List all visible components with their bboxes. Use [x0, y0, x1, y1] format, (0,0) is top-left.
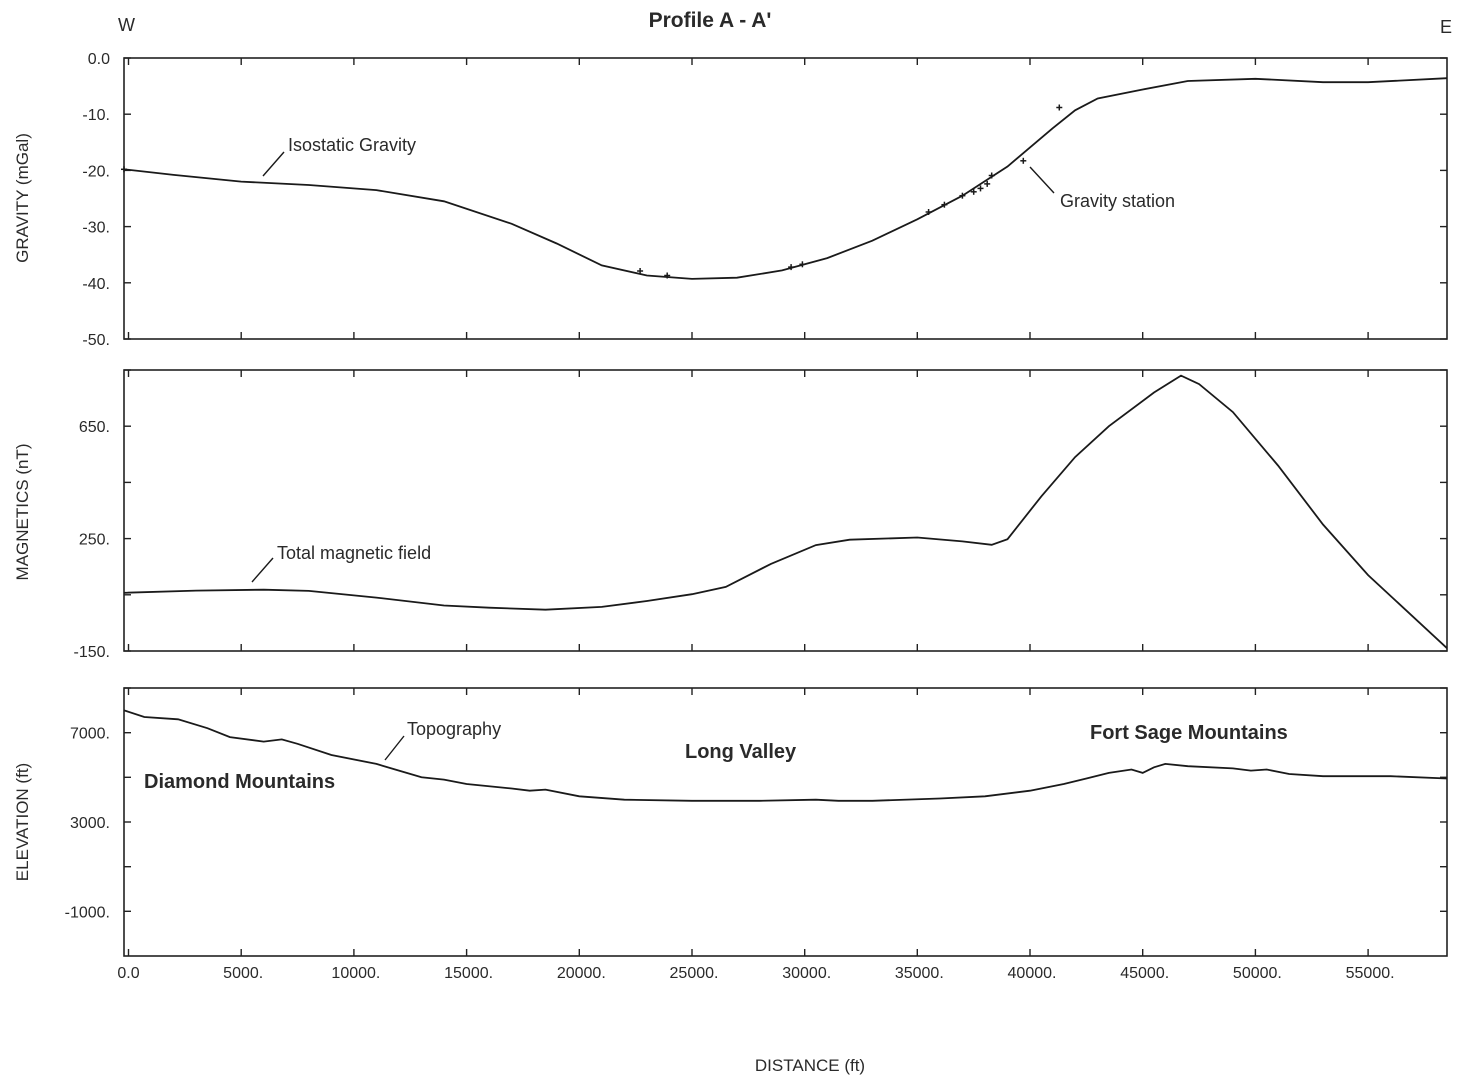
y-tick-label: 0.0 [88, 51, 110, 68]
y-tick-label: -10. [82, 107, 110, 124]
magnetics-y-axis-label: MAGNETICS (nT) [13, 444, 32, 581]
y-tick-label: -40. [82, 276, 110, 293]
elevation-ticks: 7000. 3000. -1000. [65, 687, 1447, 956]
diamond-mountains-label: Diamond Mountains [144, 771, 335, 793]
distance-axis-ticks: 0.0 5000. 10000. 15000. 20000. 25000. 30000. 35… [117, 965, 1394, 982]
elevation-panel: ELEVATION (ft) 7000. 3000. -1000. 0.0 5000.… [13, 687, 1448, 1075]
magnetics-plot-frame [123, 369, 1448, 652]
y-tick-label: -50. [82, 332, 110, 349]
gravity-ticks: 0.0 -10. -20. -30. -40. -50. [82, 51, 1447, 349]
gravity-station-marker [637, 268, 644, 274]
gravity-station-marker [925, 209, 932, 215]
gravity-station-marker [988, 172, 995, 179]
y-tick-label: 250. [79, 532, 110, 549]
gravity-station-marker [1056, 104, 1063, 111]
total-magnetic-field-leader [251, 557, 274, 583]
y-tick-label: -20. [82, 163, 110, 180]
x-tick-label: 10000. [331, 965, 380, 982]
gravity-station-marker [121, 166, 127, 173]
direction-west-label: W [118, 15, 135, 35]
gravity-y-axis-label: GRAVITY (mGal) [13, 133, 32, 263]
gravity-station-marker [977, 185, 984, 192]
x-tick-label: 45000. [1120, 965, 1169, 982]
gravity-station-marker [959, 192, 966, 199]
y-tick-label: -1000. [65, 904, 110, 921]
gravity-stations [121, 104, 1063, 279]
magnetics-panel: MAGNETICS (nT) 650. 250. -150. Total magne… [13, 369, 1448, 661]
y-tick-label: 7000. [70, 726, 110, 743]
direction-east-label: E [1440, 17, 1452, 37]
isostatic-gravity-label: Isostatic Gravity [288, 135, 416, 155]
gravity-station-leader [1029, 166, 1055, 194]
gravity-station-marker [1020, 157, 1027, 164]
x-tick-label: 0.0 [117, 965, 139, 982]
gravity-panel: GRAVITY (mGal) 0.0 -10. -20. -30. -40. -50. I… [13, 51, 1448, 349]
x-tick-label: 35000. [895, 965, 944, 982]
magnetics-ticks: 650. 250. -150. [74, 369, 1447, 661]
x-tick-label: 40000. [1008, 965, 1057, 982]
x-tick-label: 30000. [782, 965, 831, 982]
x-tick-label: 50000. [1233, 965, 1282, 982]
distance-axis-label: DISTANCE (ft) [755, 1056, 865, 1075]
y-tick-label: -150. [74, 644, 110, 661]
total-magnetic-field-label: Total magnetic field [277, 543, 431, 563]
gravity-station-marker [941, 201, 948, 208]
topography-leader [384, 735, 405, 761]
x-tick-label: 20000. [557, 965, 606, 982]
y-tick-label: -30. [82, 220, 110, 237]
gravity-station-marker [984, 180, 991, 187]
topography-label: Topography [407, 719, 501, 739]
y-tick-label: 650. [79, 419, 110, 436]
gravity-plot-frame [123, 57, 1448, 340]
gravity-station-marker [799, 261, 806, 268]
x-tick-label: 5000. [223, 965, 263, 982]
gravity-station-marker [788, 264, 795, 271]
x-tick-label: 25000. [670, 965, 719, 982]
total-magnetic-field-line [123, 374, 1448, 649]
y-tick-label: 3000. [70, 815, 110, 832]
long-valley-label: Long Valley [685, 741, 797, 763]
x-tick-label: 55000. [1346, 965, 1395, 982]
isostatic-gravity-leader [262, 151, 285, 177]
fort-sage-mountains-label: Fort Sage Mountains [1090, 722, 1288, 744]
x-tick-label: 15000. [444, 965, 493, 982]
topography-line [123, 709, 1448, 802]
isostatic-gravity-line [123, 77, 1448, 280]
gravity-station-label: Gravity station [1060, 191, 1175, 211]
gravity-station-marker [970, 188, 977, 195]
chart-title: Profile A - A' [649, 9, 772, 32]
elevation-y-axis-label: ELEVATION (ft) [13, 763, 32, 881]
gravity-station-marker [664, 272, 671, 279]
